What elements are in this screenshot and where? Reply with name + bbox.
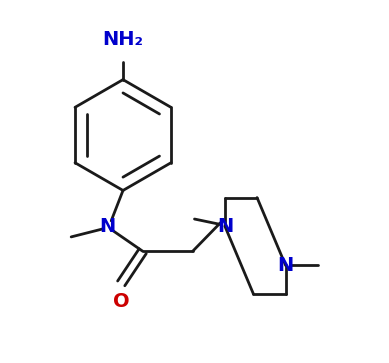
Text: N: N: [99, 217, 115, 236]
Text: O: O: [113, 292, 130, 311]
Text: N: N: [217, 217, 233, 236]
Text: N: N: [277, 256, 294, 275]
Text: NH₂: NH₂: [103, 30, 144, 49]
